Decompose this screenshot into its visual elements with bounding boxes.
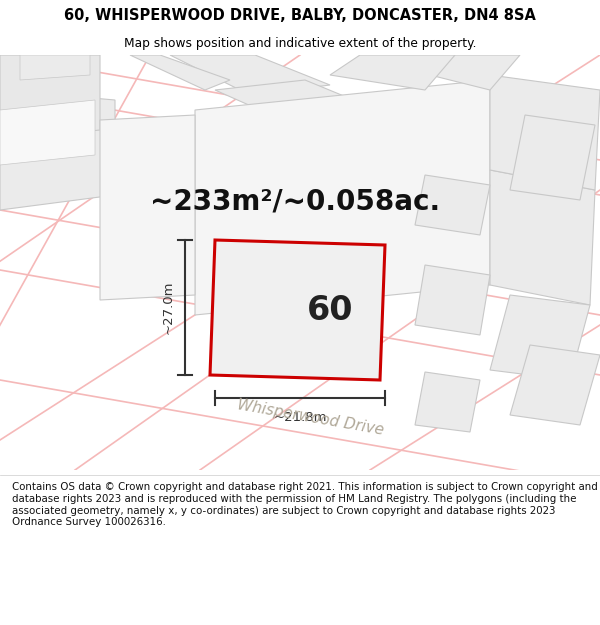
Polygon shape [490,170,595,305]
Text: Contains OS data © Crown copyright and database right 2021. This information is : Contains OS data © Crown copyright and d… [12,482,598,528]
Polygon shape [195,80,490,315]
Text: Whisperwood Drive: Whisperwood Drive [236,398,385,438]
Polygon shape [0,100,95,165]
Polygon shape [510,345,600,425]
Polygon shape [210,240,385,380]
Polygon shape [490,75,600,190]
Polygon shape [415,372,480,432]
Polygon shape [510,115,595,200]
Polygon shape [215,80,390,130]
Text: 60: 60 [307,294,353,326]
Text: 60, WHISPERWOOD DRIVE, BALBY, DONCASTER, DN4 8SA: 60, WHISPERWOOD DRIVE, BALBY, DONCASTER,… [64,8,536,23]
Polygon shape [170,55,330,95]
Polygon shape [490,295,590,380]
Wedge shape [272,254,348,292]
Polygon shape [100,115,195,300]
Polygon shape [330,55,455,90]
Polygon shape [130,55,230,90]
Text: Map shows position and indicative extent of the property.: Map shows position and indicative extent… [124,38,476,51]
Polygon shape [0,55,100,140]
Polygon shape [430,55,520,90]
Text: ~27.0m: ~27.0m [162,281,175,334]
Text: ~233m²/~0.058ac.: ~233m²/~0.058ac. [150,188,440,216]
Polygon shape [20,55,90,80]
Polygon shape [415,265,490,335]
Polygon shape [415,175,490,235]
Polygon shape [0,90,115,210]
Text: ~21.8m: ~21.8m [273,411,327,424]
